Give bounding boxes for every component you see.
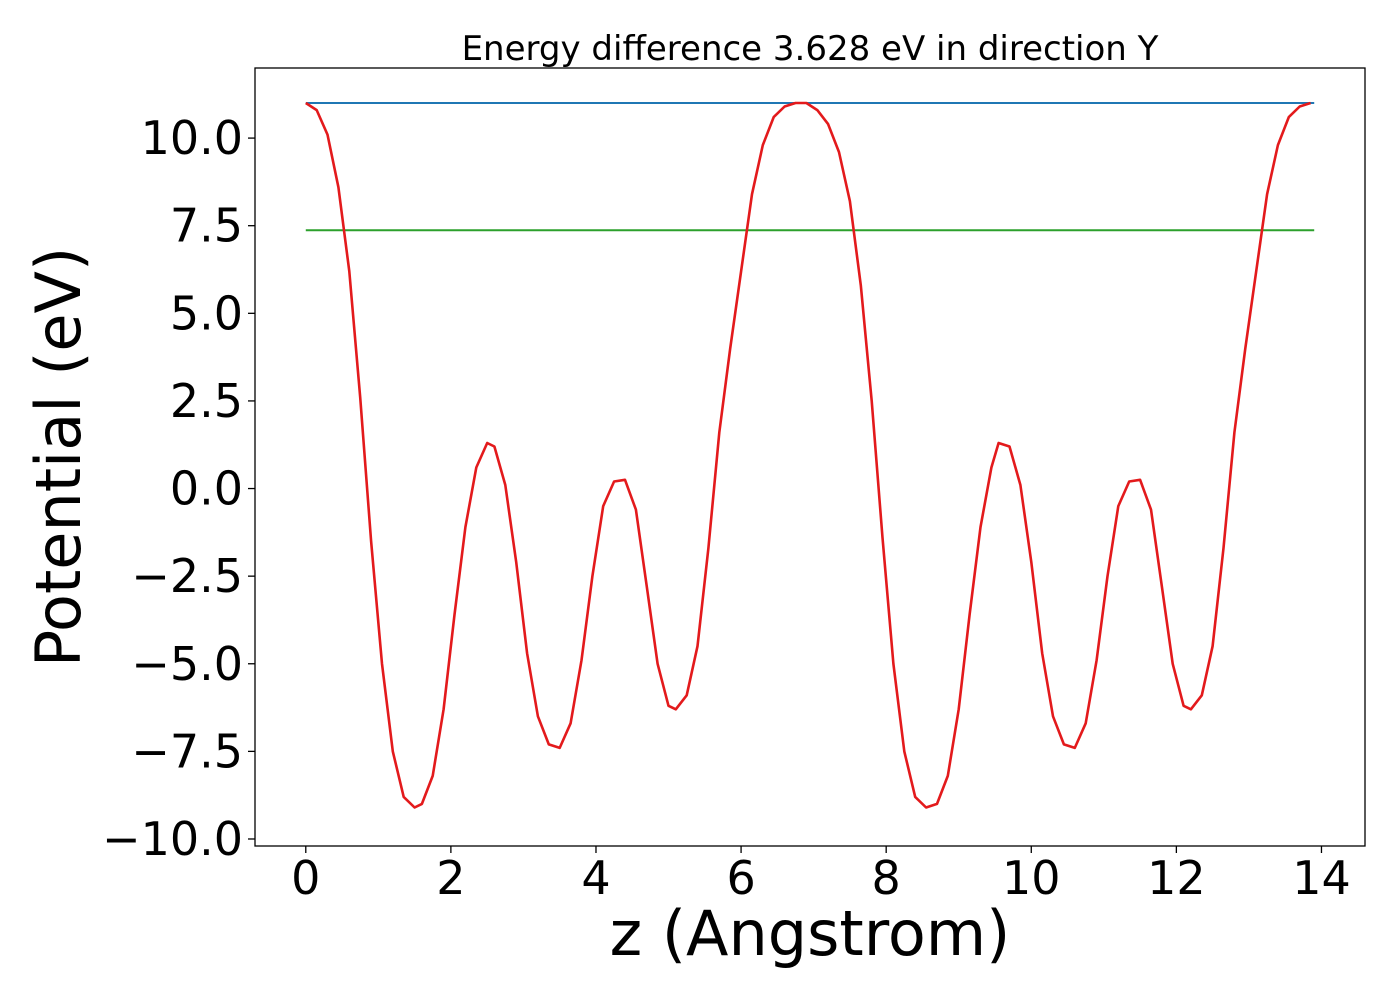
y-tick-label: 7.5 (170, 199, 243, 253)
x-tick-label: 10 (1002, 851, 1061, 905)
y-tick-label: −10.0 (102, 812, 243, 866)
y-axis-title: Potential (eV) (22, 247, 95, 667)
series-layer (305, 101, 1315, 809)
y-tick-label: 5.0 (170, 286, 243, 340)
x-tick-label: 8 (872, 851, 901, 905)
y-tick-label: 0.0 (170, 462, 243, 516)
chart-title: Energy difference 3.628 eV in direction … (462, 29, 1159, 69)
x-tick-label: 0 (291, 851, 320, 905)
y-tick-label: 10.0 (141, 111, 243, 165)
x-tick-label: 4 (581, 851, 610, 905)
x-tick-label: 2 (436, 851, 465, 905)
y-tick-label: −7.5 (131, 724, 243, 778)
y-axis-ticks: −10.0 −7.5 −5.0 −2.5 0.0 2.5 5.0 7.5 10.0 (102, 111, 255, 866)
y-tick-label: −5.0 (131, 637, 243, 691)
x-tick-label: 14 (1292, 851, 1351, 905)
x-tick-label: 12 (1147, 851, 1206, 905)
x-axis-title: z (Angstrom) (610, 897, 1011, 970)
plot-area-frame (254, 67, 1366, 847)
x-tick-label: 6 (726, 851, 755, 905)
y-tick-label: 2.5 (170, 374, 243, 428)
y-tick-label: −2.5 (131, 549, 243, 603)
potential-curve (305, 101, 1311, 809)
x-axis-ticks: 0 2 4 6 8 10 12 14 (291, 846, 1351, 905)
